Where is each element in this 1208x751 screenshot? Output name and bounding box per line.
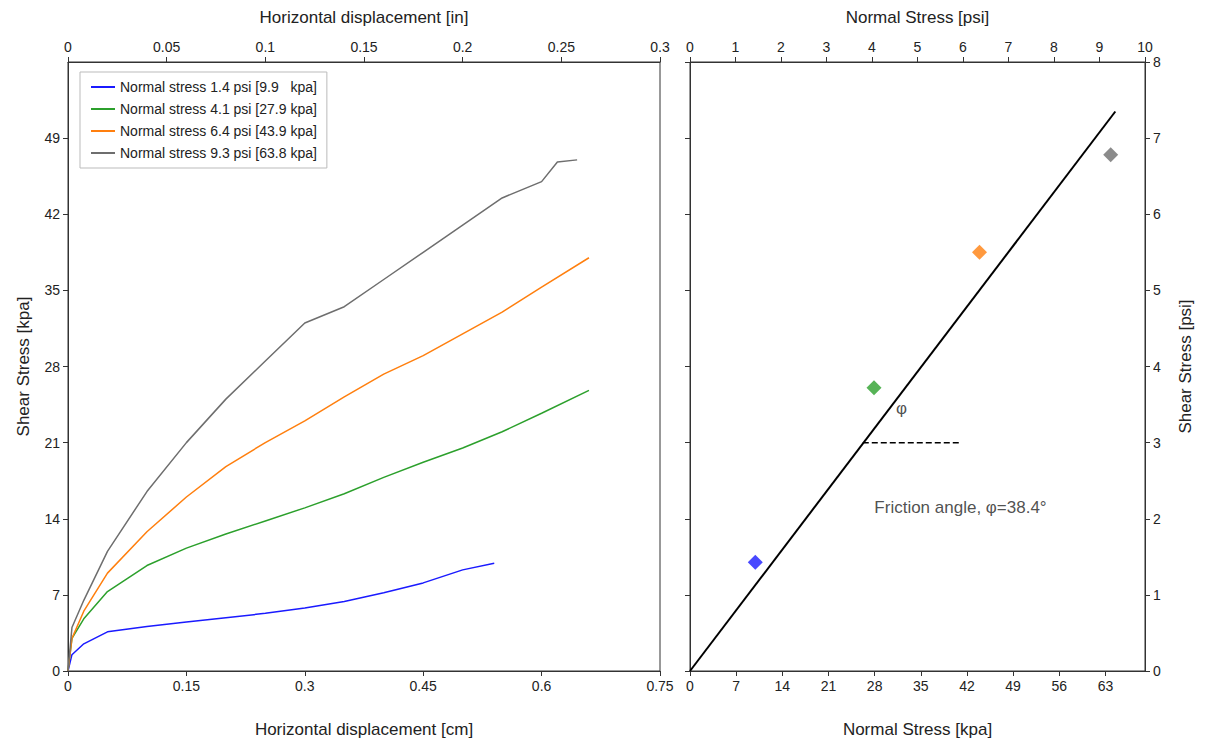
svg-text:35: 35 [44,282,60,298]
svg-text:2: 2 [777,39,785,55]
svg-text:0: 0 [64,678,72,694]
svg-text:7: 7 [52,587,60,603]
svg-text:7: 7 [1153,130,1161,146]
svg-text:4: 4 [1153,359,1161,375]
svg-text:35: 35 [913,678,929,694]
svg-text:φ: φ [896,399,907,418]
svg-text:0.75: 0.75 [646,678,673,694]
svg-text:Normal stress 9.3 psi [63.8 kp: Normal stress 9.3 psi [63.8 kpa] [120,145,317,161]
svg-text:0.6: 0.6 [532,678,552,694]
svg-text:0.25: 0.25 [548,39,575,55]
svg-text:Horizontal displacement [in]: Horizontal displacement [in] [260,8,469,27]
svg-text:Shear Stress [kpa]: Shear Stress [kpa] [14,297,33,437]
svg-text:56: 56 [1051,678,1067,694]
svg-text:0: 0 [64,39,72,55]
svg-text:6: 6 [959,39,967,55]
svg-text:14: 14 [44,511,60,527]
svg-text:0.15: 0.15 [350,39,377,55]
svg-text:63: 63 [1098,678,1114,694]
svg-text:14: 14 [775,678,791,694]
svg-text:7: 7 [1005,39,1013,55]
svg-text:0: 0 [1153,663,1161,679]
svg-text:42: 42 [959,678,975,694]
svg-text:0: 0 [52,663,60,679]
svg-text:Normal Stress [kpa]: Normal Stress [kpa] [843,720,992,739]
svg-text:6: 6 [1153,206,1161,222]
svg-text:Normal stress 6.4 psi [43.9 kp: Normal stress 6.4 psi [43.9 kpa] [120,123,317,139]
svg-text:1: 1 [1153,587,1161,603]
svg-text:Normal stress 1.4 psi [9.9 k: Normal stress 1.4 psi [9.9 kpa] [120,79,317,95]
svg-text:Normal stress 4.1 psi [27.9 kp: Normal stress 4.1 psi [27.9 kpa] [120,101,317,117]
svg-text:10: 10 [1137,39,1153,55]
svg-text:4: 4 [868,39,876,55]
svg-text:49: 49 [1005,678,1021,694]
svg-text:Shear Stress [psi]: Shear Stress [psi] [1176,299,1195,433]
svg-text:42: 42 [44,206,60,222]
svg-text:0.15: 0.15 [173,678,200,694]
svg-text:0.05: 0.05 [153,39,180,55]
svg-text:28: 28 [867,678,883,694]
svg-text:1: 1 [732,39,740,55]
svg-text:0.3: 0.3 [295,678,315,694]
svg-text:5: 5 [914,39,922,55]
svg-text:3: 3 [823,39,831,55]
svg-text:7: 7 [732,678,740,694]
svg-text:Friction angle, φ=38.4°: Friction angle, φ=38.4° [874,498,1046,517]
svg-text:21: 21 [821,678,837,694]
svg-text:8: 8 [1153,54,1161,70]
svg-text:Horizontal displacement [cm]: Horizontal displacement [cm] [255,720,473,739]
svg-text:0.3: 0.3 [650,39,670,55]
svg-text:49: 49 [44,130,60,146]
svg-text:5: 5 [1153,282,1161,298]
svg-text:3: 3 [1153,435,1161,451]
svg-text:0.45: 0.45 [410,678,437,694]
svg-text:2: 2 [1153,511,1161,527]
svg-text:Normal Stress [psi]: Normal Stress [psi] [846,8,990,27]
svg-text:0: 0 [686,39,694,55]
svg-text:0.1: 0.1 [256,39,276,55]
svg-text:0.2: 0.2 [453,39,473,55]
svg-text:21: 21 [44,435,60,451]
svg-text:28: 28 [44,359,60,375]
svg-text:0: 0 [686,678,694,694]
svg-text:8: 8 [1050,39,1058,55]
svg-text:9: 9 [1096,39,1104,55]
